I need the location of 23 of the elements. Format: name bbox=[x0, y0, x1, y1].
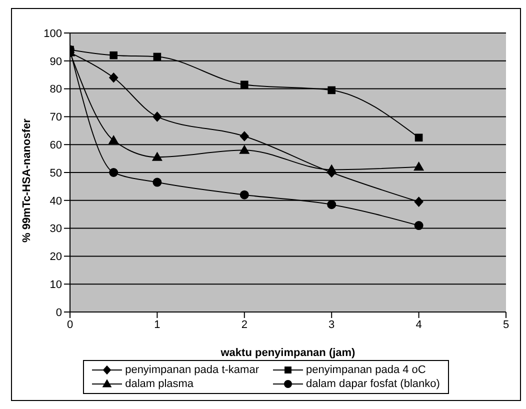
y-tick-label: 0 bbox=[56, 306, 62, 319]
legend-label: dalam dapar fosfat (blanko) bbox=[306, 378, 440, 390]
y-tick-label: 60 bbox=[50, 140, 62, 152]
x-axis-title: waktu penyimpanan (jam) bbox=[220, 347, 356, 359]
legend-label: penyimpanan pada t-kamar bbox=[125, 364, 259, 376]
y-tick-label: 40 bbox=[50, 195, 62, 208]
y-tick-label: 100 bbox=[44, 28, 62, 40]
x-tick-label: 0 bbox=[66, 318, 74, 331]
y-tick-label: 90 bbox=[50, 56, 62, 68]
y-tick-label: 70 bbox=[50, 112, 62, 124]
y-tick-label: 30 bbox=[50, 223, 62, 236]
legend-label: penyimpanan pada 4 oC bbox=[306, 364, 426, 376]
y-tick-label: 10 bbox=[50, 279, 62, 292]
x-tick-label: 2 bbox=[241, 318, 248, 331]
y-tick-label: 50 bbox=[50, 167, 62, 180]
legend-label: dalam plasma bbox=[125, 378, 194, 390]
x-tick-label: 1 bbox=[154, 318, 160, 331]
y-tick-label: 80 bbox=[50, 84, 62, 96]
x-tick-label: 3 bbox=[328, 318, 335, 331]
x-tick-label: 4 bbox=[416, 318, 422, 331]
x-tick-label: 5 bbox=[502, 318, 510, 331]
y-tick-label: 20 bbox=[50, 251, 62, 264]
y-axis-title: % 99mTc-HSA-nanosfer bbox=[20, 118, 33, 242]
